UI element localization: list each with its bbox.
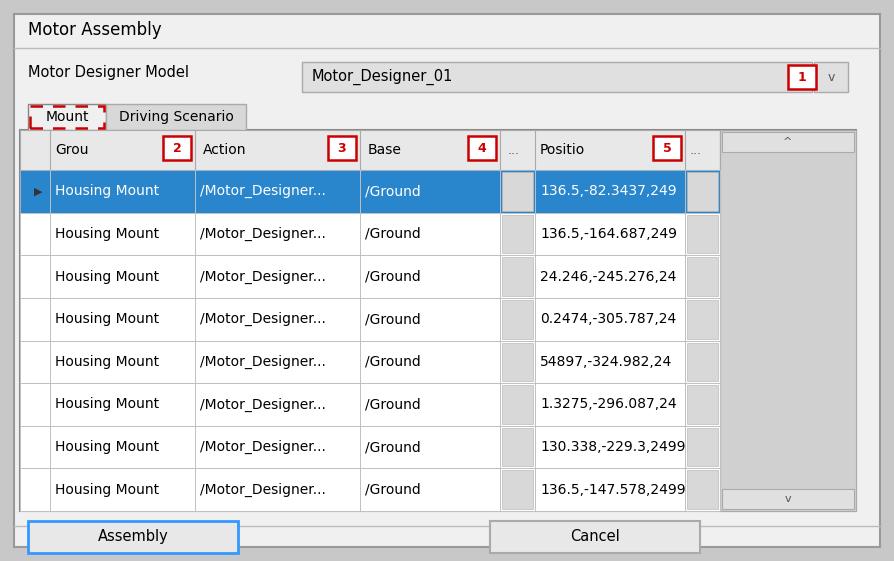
FancyBboxPatch shape	[687, 257, 718, 296]
FancyBboxPatch shape	[20, 426, 720, 468]
Text: Motor Assembly: Motor Assembly	[28, 21, 162, 39]
FancyBboxPatch shape	[687, 343, 718, 381]
Text: /Motor_Designer...: /Motor_Designer...	[200, 397, 326, 412]
FancyBboxPatch shape	[20, 130, 720, 170]
Text: Housing Mount: Housing Mount	[55, 355, 159, 369]
Text: Mount: Mount	[46, 110, 89, 124]
Text: Motor Designer Model: Motor Designer Model	[28, 65, 189, 80]
Text: /Motor_Designer...: /Motor_Designer...	[200, 482, 326, 496]
Text: 130.338,-229.3,2499: 130.338,-229.3,2499	[540, 440, 686, 454]
Text: Housing Mount: Housing Mount	[55, 312, 159, 326]
FancyBboxPatch shape	[28, 104, 106, 130]
Text: 1: 1	[797, 71, 806, 84]
FancyBboxPatch shape	[302, 62, 812, 92]
Text: /Ground: /Ground	[365, 355, 421, 369]
FancyBboxPatch shape	[720, 130, 856, 511]
Text: 5: 5	[662, 141, 671, 154]
FancyBboxPatch shape	[502, 257, 533, 296]
Text: 3: 3	[338, 141, 346, 154]
FancyBboxPatch shape	[502, 172, 533, 210]
FancyBboxPatch shape	[687, 427, 718, 466]
FancyBboxPatch shape	[687, 385, 718, 424]
Text: Housing Mount: Housing Mount	[55, 270, 159, 283]
FancyBboxPatch shape	[502, 215, 533, 253]
FancyBboxPatch shape	[106, 104, 246, 130]
Text: /Ground: /Ground	[365, 227, 421, 241]
FancyBboxPatch shape	[20, 255, 720, 298]
Text: 4: 4	[477, 141, 486, 154]
FancyBboxPatch shape	[687, 470, 718, 509]
FancyBboxPatch shape	[722, 489, 854, 509]
Text: /Ground: /Ground	[365, 440, 421, 454]
Text: Grou: Grou	[55, 143, 89, 157]
Text: Cancel: Cancel	[570, 529, 620, 544]
FancyBboxPatch shape	[814, 62, 848, 92]
Text: /Motor_Designer...: /Motor_Designer...	[200, 440, 326, 454]
Text: Driving Scenario: Driving Scenario	[119, 110, 233, 124]
Text: v: v	[827, 71, 835, 84]
Text: Housing Mount: Housing Mount	[55, 482, 159, 496]
FancyBboxPatch shape	[502, 300, 533, 338]
Text: Housing Mount: Housing Mount	[55, 397, 159, 411]
Text: 136.5,-164.687,249: 136.5,-164.687,249	[540, 227, 677, 241]
Text: Positio: Positio	[540, 143, 586, 157]
Text: 136.5,-82.3437,249: 136.5,-82.3437,249	[540, 185, 677, 198]
FancyBboxPatch shape	[502, 427, 533, 466]
Text: 1.3275,-296.087,24: 1.3275,-296.087,24	[540, 397, 677, 411]
FancyBboxPatch shape	[490, 521, 700, 553]
Text: ...: ...	[690, 144, 702, 157]
Text: v: v	[785, 494, 791, 504]
FancyBboxPatch shape	[28, 521, 238, 553]
FancyBboxPatch shape	[653, 136, 681, 160]
Text: 2: 2	[173, 141, 181, 154]
FancyBboxPatch shape	[163, 136, 191, 160]
Text: /Motor_Designer...: /Motor_Designer...	[200, 184, 326, 199]
Text: Assembly: Assembly	[97, 529, 168, 544]
Text: /Motor_Designer...: /Motor_Designer...	[200, 355, 326, 369]
FancyBboxPatch shape	[20, 383, 720, 426]
Text: 24.246,-245.276,24: 24.246,-245.276,24	[540, 270, 677, 283]
Text: /Motor_Designer...: /Motor_Designer...	[200, 269, 326, 284]
FancyBboxPatch shape	[788, 65, 816, 89]
FancyBboxPatch shape	[20, 468, 720, 511]
Text: /Ground: /Ground	[365, 312, 421, 326]
Text: /Ground: /Ground	[365, 185, 421, 198]
FancyBboxPatch shape	[687, 172, 718, 210]
Text: Action: Action	[203, 143, 247, 157]
Text: Base: Base	[368, 143, 402, 157]
Text: Housing Mount: Housing Mount	[55, 440, 159, 454]
Text: Housing Mount: Housing Mount	[55, 227, 159, 241]
Text: /Ground: /Ground	[365, 482, 421, 496]
FancyBboxPatch shape	[502, 343, 533, 381]
Text: ▶: ▶	[34, 186, 42, 196]
FancyBboxPatch shape	[502, 385, 533, 424]
FancyBboxPatch shape	[687, 300, 718, 338]
Text: /Motor_Designer...: /Motor_Designer...	[200, 312, 326, 327]
Text: ...: ...	[508, 144, 520, 157]
FancyBboxPatch shape	[20, 341, 720, 383]
FancyBboxPatch shape	[468, 136, 496, 160]
Text: /Ground: /Ground	[365, 270, 421, 283]
Text: 54897,-324.982,24: 54897,-324.982,24	[540, 355, 672, 369]
Text: /Ground: /Ground	[365, 397, 421, 411]
FancyBboxPatch shape	[20, 170, 720, 213]
FancyBboxPatch shape	[14, 14, 880, 547]
Text: 136.5,-147.578,2499: 136.5,-147.578,2499	[540, 482, 686, 496]
FancyBboxPatch shape	[20, 130, 856, 511]
FancyBboxPatch shape	[20, 298, 720, 341]
Text: /Motor_Designer...: /Motor_Designer...	[200, 227, 326, 241]
FancyBboxPatch shape	[502, 470, 533, 509]
Text: ^: ^	[783, 137, 793, 147]
FancyBboxPatch shape	[687, 215, 718, 253]
FancyBboxPatch shape	[328, 136, 356, 160]
FancyBboxPatch shape	[722, 132, 854, 152]
Text: Housing Mount: Housing Mount	[55, 185, 159, 198]
Text: Motor_Designer_01: Motor_Designer_01	[312, 69, 453, 85]
FancyBboxPatch shape	[20, 213, 720, 255]
Text: 0.2474,-305.787,24: 0.2474,-305.787,24	[540, 312, 676, 326]
